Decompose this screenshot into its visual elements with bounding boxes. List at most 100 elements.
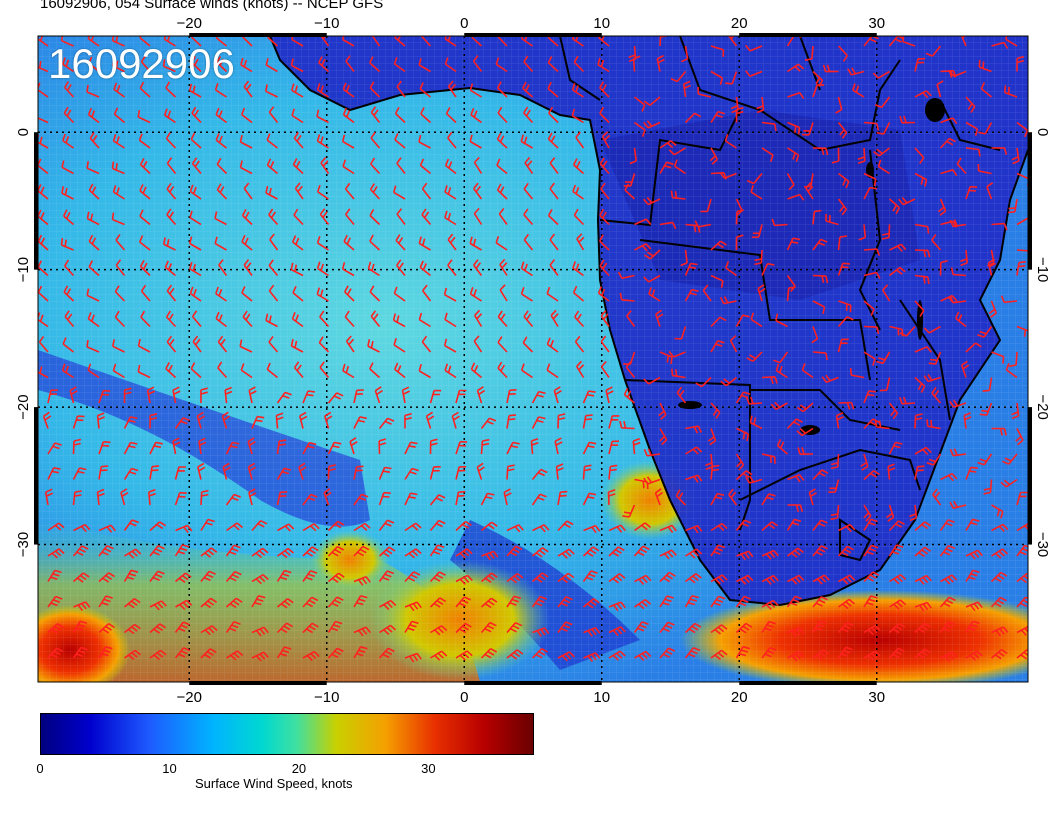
wind-barb [401,386,410,404]
wind-barb [319,361,330,379]
wind-barb [1016,325,1028,339]
wind-barb [480,597,498,609]
wind-barb [654,488,664,506]
wind-barb [316,287,329,302]
wind-barb [404,412,412,429]
wind-barb [495,57,508,73]
wind-barb [269,233,279,251]
wind-barb [888,544,904,557]
lon-tick-top: 30 [868,15,885,32]
wind-barb [600,360,610,378]
wind-barb [429,519,446,532]
wind-barb [499,258,508,276]
wind-barb [659,221,677,230]
wind-barb [268,208,279,226]
lat-tick-right: −30 [1034,532,1051,557]
wind-barb [761,521,779,532]
wind-barb [379,599,397,611]
wind-barb [761,620,776,633]
wind-barb [72,490,82,506]
lon-tick-bottom: 20 [731,689,748,706]
wind-barb [189,184,202,200]
wind-barb [965,342,982,353]
wind-barb [320,156,330,174]
wind-barb [149,465,160,480]
wind-barb [88,260,100,277]
wind-barb [863,624,881,636]
wind-barb [327,392,344,404]
wind-barb [291,36,304,47]
wind-barb [447,259,457,277]
wind-barb [520,363,533,379]
wind-barb [547,81,559,98]
wind-barb [965,650,983,661]
wind-barb [343,234,355,251]
wind-barb [316,83,329,98]
wind-barb [369,56,381,73]
wind-barb [353,493,369,506]
wind-barb [327,596,344,608]
wind-barb [736,427,750,442]
wind-barb [225,544,241,557]
wind-barb [112,363,125,379]
wind-barb [165,132,177,149]
wind-barb [837,316,854,328]
wind-barb [496,158,508,175]
wind-barb [276,391,292,404]
wind-barb [923,373,941,383]
right-latitude-labels: 0 −10 −20 −30 [1034,128,1051,557]
wind-barb [830,504,840,521]
wind-barb [949,399,967,408]
wind-barb [963,412,972,429]
wind-barb [863,121,879,131]
wind-barb [888,198,901,215]
wind-barb [327,441,342,455]
wind-barb [882,284,891,302]
wind-barb [745,475,763,484]
wind-barb [98,524,116,533]
wind-barb [72,646,88,659]
wind-barb [123,597,141,609]
wind-barb [1016,596,1028,608]
wind-barb [1016,491,1028,506]
wind-barb [775,313,788,328]
wind-barb [481,550,499,561]
wind-barb [761,646,777,659]
wind-barb [583,524,601,534]
wind-barb [163,36,176,47]
wind-barb [940,574,958,585]
wind-barb [710,574,728,585]
wind-barb [619,420,635,430]
wind-barb [643,448,661,457]
wind-barb [735,453,745,471]
wind-barb [266,133,278,149]
wind-barb [140,55,151,73]
wind-barb [404,571,421,583]
wind-speed-colorbar [40,713,534,755]
wind-barb [392,313,406,328]
wind-barb [582,414,593,429]
wind-barb [64,259,75,277]
wind-barb [87,312,100,328]
wind-barb [480,621,497,634]
wind-barb [506,572,524,584]
wind-barb [633,545,650,557]
wind-barb [965,601,983,612]
wind-barb [444,36,457,47]
lat-tick-right: −20 [1034,394,1051,419]
wind-barb [216,183,228,200]
wind-barb [736,550,754,561]
wind-barb [370,106,381,123]
wind-barb [164,260,177,277]
wind-barb [643,96,661,106]
wind-barb [771,218,788,227]
wind-barb [1016,523,1028,532]
wind-barb [327,464,336,480]
wind-barb [374,386,383,404]
wind-barb [582,464,592,480]
wind-barb [247,437,256,455]
wind-barb [191,106,202,124]
wind-barb [582,441,597,455]
wind-barb [524,156,534,174]
wind-barb [702,284,712,302]
